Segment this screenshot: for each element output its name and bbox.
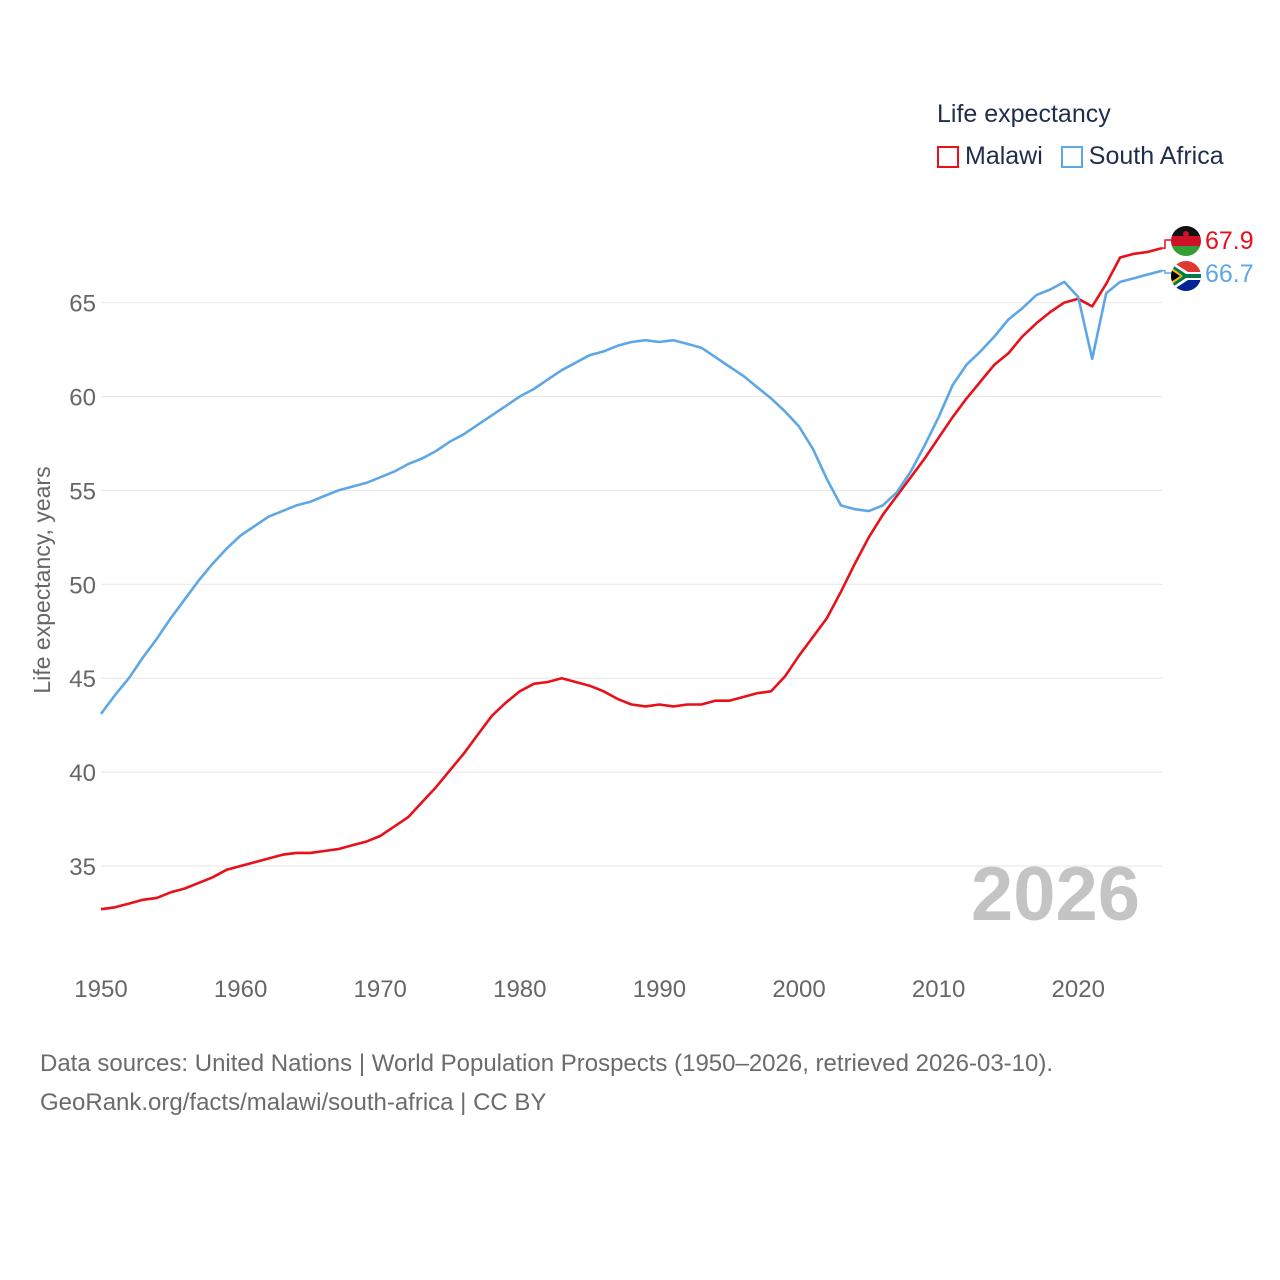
year-label: 2026	[971, 852, 1140, 937]
legend-label-malawi: Malawi	[965, 142, 1043, 170]
legend-item-malawi[interactable]: Malawi	[937, 142, 1043, 171]
flag-malawi-sun-icon	[1183, 231, 1189, 237]
flag-malawi-green	[1171, 246, 1201, 256]
x-tick-label: 2010	[912, 976, 965, 1003]
x-tick-label: 1970	[354, 976, 407, 1003]
y-tick-label: 45	[69, 666, 96, 693]
y-tick-label: 35	[69, 854, 96, 881]
legend-swatch-malawi	[937, 145, 959, 168]
x-tick-label: 2020	[1052, 976, 1105, 1003]
x-tick-label: 2000	[772, 976, 825, 1003]
end-value-south-africa: 66.7	[1205, 260, 1254, 288]
x-tick-label: 1960	[214, 976, 267, 1003]
y-tick-label: 65	[69, 291, 96, 318]
x-tick-label: 1950	[74, 976, 127, 1003]
legend-swatch-south-africa	[1060, 145, 1083, 168]
y-axis-label: Life expectancy, years	[29, 466, 55, 693]
source-note: Data sources: United Nations | World Pop…	[40, 1044, 1053, 1122]
source-link[interactable]: GeoRank.org/facts/malawi/south-africa | …	[40, 1089, 547, 1116]
source-line: Data sources: United Nations | World Pop…	[40, 1050, 1054, 1077]
flag-za-green	[1171, 264, 1201, 288]
end-connector-malawi	[1162, 239, 1172, 249]
flag-za-black	[1171, 270, 1180, 282]
y-tick-label: 40	[69, 760, 96, 787]
legend: Malawi South Africa	[937, 142, 1242, 171]
flag-malawi-red	[1171, 236, 1201, 246]
legend-title: Life expectancy	[937, 100, 1111, 128]
series-line-south-africa	[99, 269, 1163, 715]
x-tick-label: 1990	[633, 976, 686, 1003]
x-tick-label: 1980	[493, 976, 546, 1003]
y-tick-label: 55	[69, 478, 96, 505]
y-tick-label: 50	[69, 572, 96, 599]
legend-item-south-africa[interactable]: South Africa	[1060, 142, 1224, 171]
legend-label-south-africa: South Africa	[1088, 142, 1224, 170]
line-chart: 35 40 45 50 55 60 65 1950 1960 1970 1980 1990 2000 20…	[29, 226, 1254, 1003]
end-value-malawi: 67.9	[1205, 227, 1254, 255]
series-line-malawi	[100, 246, 1163, 911]
end-connector-south-africa	[1162, 269, 1172, 274]
y-tick-label: 60	[69, 385, 96, 412]
